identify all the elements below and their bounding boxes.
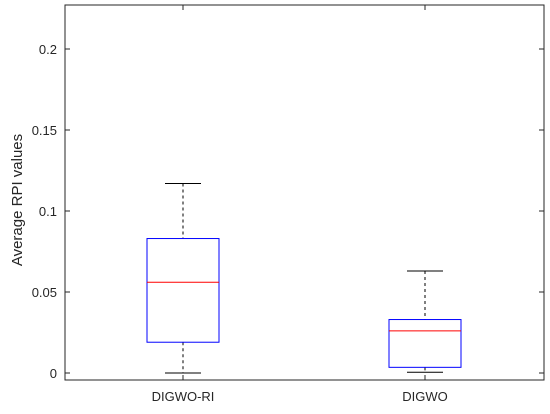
x-axis-ticks: DIGWO-RI DIGWO xyxy=(152,5,448,404)
axes-frame xyxy=(64,4,545,381)
box-digwo xyxy=(388,270,462,373)
x-tick-label: DIGWO-RI xyxy=(152,389,215,404)
iqr-box xyxy=(146,238,220,343)
plot-marks xyxy=(146,182,462,374)
y-tick-label: 0.2 xyxy=(39,42,57,57)
y-tick-label: 0.15 xyxy=(32,123,57,138)
y-axis-label: Average RPI values xyxy=(9,134,26,266)
y-axis-ticks: 0 0.05 0.1 0.15 0.2 xyxy=(32,42,544,381)
y-tick-label: 0 xyxy=(50,366,57,381)
y-tick-label: 0.1 xyxy=(39,204,57,219)
box-digwo-ri xyxy=(146,182,220,374)
iqr-box xyxy=(388,319,462,368)
x-tick-label: DIGWO xyxy=(402,389,448,404)
y-tick-label: 0.05 xyxy=(32,285,57,300)
